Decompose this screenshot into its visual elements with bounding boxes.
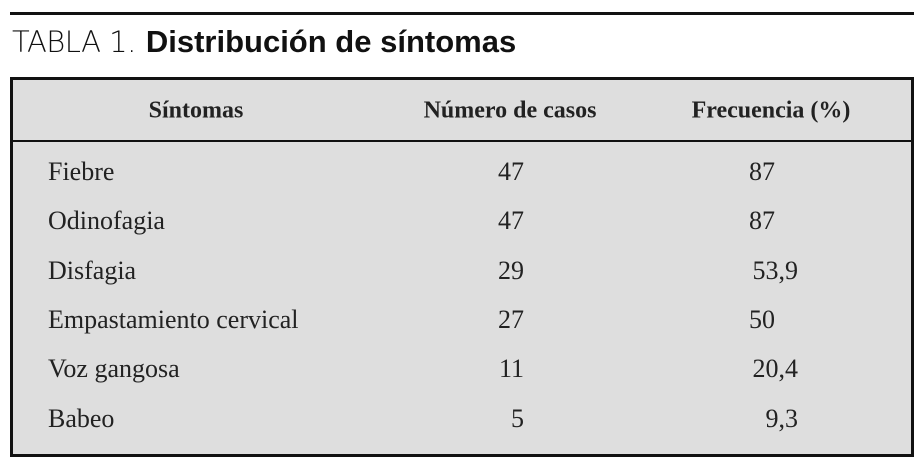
table: Síntomas Número de casos Frecuencia (%) Fie… (10, 77, 914, 457)
frequency-cell: 20,4 (752, 354, 799, 384)
frequency-cell: 87 (749, 206, 775, 236)
cases-cell: 11 (498, 354, 524, 384)
title-text: Distribución de síntomas (145, 24, 517, 59)
header-rule (13, 140, 911, 142)
cases-cell: 29 (498, 255, 524, 285)
cases-cell: 27 (498, 304, 524, 334)
symptom-cell: Empastamiento cervical (48, 304, 299, 334)
symptom-cell: Disfagia (48, 255, 137, 285)
symptom-cell: Babeo (48, 403, 115, 433)
frequency-cell: 50 (749, 304, 775, 334)
top-rule (10, 12, 914, 15)
cases-cell: 5 (511, 403, 524, 433)
symptom-cell: Voz gangosa (48, 354, 180, 384)
frequency-cell: 87 (749, 157, 775, 186)
column-header: Frecuencia (%) (691, 97, 851, 124)
column-header: Número de casos (423, 97, 597, 124)
symptom-cell: Odinofagia (48, 206, 165, 236)
table-title: TABLA 1. Distribución de síntomas (12, 24, 516, 60)
cases-cell: 47 (498, 206, 524, 236)
title-label: TABLA 1. (12, 25, 136, 59)
frequency-cell: 9,3 (765, 403, 799, 433)
frequency-cell: 53,9 (752, 255, 799, 285)
column-header: Síntomas (148, 97, 244, 124)
symptom-cell: Fiebre (48, 157, 115, 186)
cases-cell: 47 (498, 157, 524, 186)
